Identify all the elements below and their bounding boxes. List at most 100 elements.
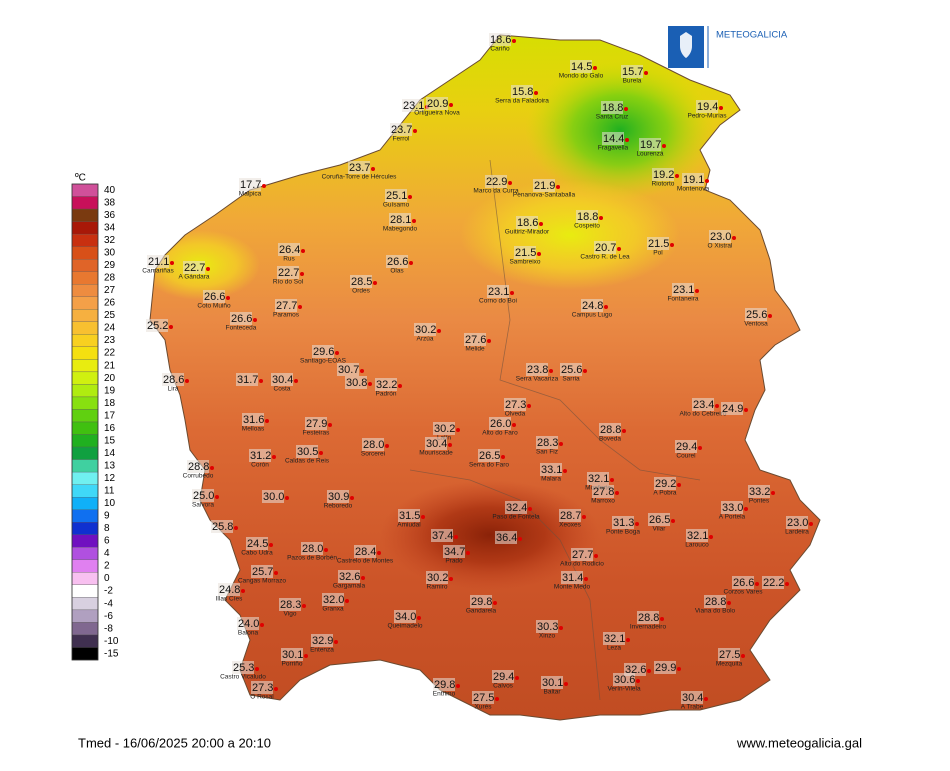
station-dot — [539, 222, 543, 226]
legend-swatch — [71, 321, 99, 335]
station-dot — [527, 404, 531, 408]
station-name: San Fiz — [536, 449, 558, 456]
station: 31.7 — [236, 373, 263, 386]
station-name: Corno do Boi — [479, 298, 517, 305]
value-box — [277, 266, 299, 279]
value-box — [745, 308, 767, 321]
station-dot — [408, 195, 412, 199]
legend-unit: ºC — [75, 173, 86, 184]
legend-label: -15 — [104, 648, 119, 659]
station-name: Fontaneira — [667, 296, 698, 303]
station-name: Caldas de Reis — [285, 458, 330, 465]
station-dot — [265, 419, 269, 423]
legend-label: 38 — [104, 197, 116, 208]
value-box — [262, 490, 284, 503]
station-value: 25.2 — [147, 320, 168, 332]
station-dot — [413, 129, 417, 133]
station-dot — [727, 601, 731, 605]
value-box — [613, 673, 635, 686]
station-dot — [360, 369, 364, 373]
value-box — [398, 509, 420, 522]
legend-swatch — [71, 522, 99, 535]
station-dot — [487, 339, 491, 343]
station-value: 24.0 — [238, 618, 259, 630]
station-value: 27.9 — [306, 418, 327, 430]
station-dot — [677, 667, 681, 671]
station-dot — [785, 582, 789, 586]
station-dot — [241, 589, 245, 593]
station-dot — [437, 329, 441, 333]
legend-label: 28 — [104, 273, 116, 284]
value-box — [236, 373, 258, 386]
site-link[interactable]: www.meteogalicia.gal — [736, 735, 862, 750]
station: 25.8 — [211, 520, 238, 533]
station-value: 22.2 — [763, 577, 784, 589]
station-value: 21.5 — [515, 247, 536, 259]
legend-label: 24 — [104, 323, 116, 334]
station-value: 30.2 — [415, 324, 436, 336]
station-name: Granxa — [322, 606, 344, 613]
station-dot — [644, 71, 648, 75]
value-box — [540, 463, 562, 476]
value-box — [311, 634, 333, 647]
station-value: 32.1 — [604, 633, 625, 645]
value-box — [561, 571, 583, 584]
value-box — [599, 423, 621, 436]
station-name: Calvos — [493, 683, 514, 690]
station-name: Vilar — [653, 526, 667, 533]
station-dot — [255, 667, 259, 671]
value-box — [601, 101, 623, 114]
station: 36.4 — [495, 531, 522, 544]
station-value: 29.6 — [313, 346, 334, 358]
station-value: 32.6 — [339, 571, 360, 583]
station-name: A Trabe — [681, 704, 704, 711]
value-box — [348, 161, 370, 174]
station-value: 31.4 — [562, 572, 583, 584]
station-name: Cariño — [490, 46, 510, 53]
legend-label: 34 — [104, 222, 116, 233]
station-dot — [324, 548, 328, 552]
station: 30.0 — [262, 490, 289, 503]
station-name: Malara — [541, 476, 561, 483]
station-value: 26.0 — [490, 418, 511, 430]
value-box — [704, 595, 726, 608]
station-name: Burela — [623, 78, 642, 85]
station-value: 21.5 — [648, 238, 669, 250]
station-name: Paramos — [273, 312, 300, 319]
station-name: Boveda — [599, 436, 621, 443]
station-name: Lourenzá — [636, 151, 663, 158]
value-box — [692, 398, 714, 411]
legend-swatch — [71, 296, 99, 310]
station-dot — [670, 243, 674, 247]
station-value: 28.8 — [188, 461, 209, 473]
legend-swatch — [71, 409, 99, 423]
station-dot — [294, 379, 298, 383]
station-name: Ponte Boga — [606, 529, 640, 536]
station-dot — [537, 252, 541, 256]
station-name: Lira — [168, 386, 179, 393]
value-box — [489, 33, 511, 46]
value-box — [386, 255, 408, 268]
value-box — [696, 100, 718, 113]
station-dot — [771, 491, 775, 495]
station-dot — [559, 626, 563, 630]
station-value: 29.2 — [655, 478, 676, 490]
legend-label: 8 — [104, 523, 110, 534]
legend-label: 15 — [104, 435, 116, 446]
legend-label: -8 — [104, 623, 113, 634]
station-dot — [373, 281, 377, 285]
legend-swatch — [71, 634, 99, 648]
value-box — [237, 617, 259, 630]
station-dot — [448, 443, 452, 447]
station-name: Río do Sol — [273, 279, 304, 286]
value-box — [559, 509, 581, 522]
legend-swatch — [71, 459, 99, 473]
station-value: 27.5 — [473, 692, 494, 704]
